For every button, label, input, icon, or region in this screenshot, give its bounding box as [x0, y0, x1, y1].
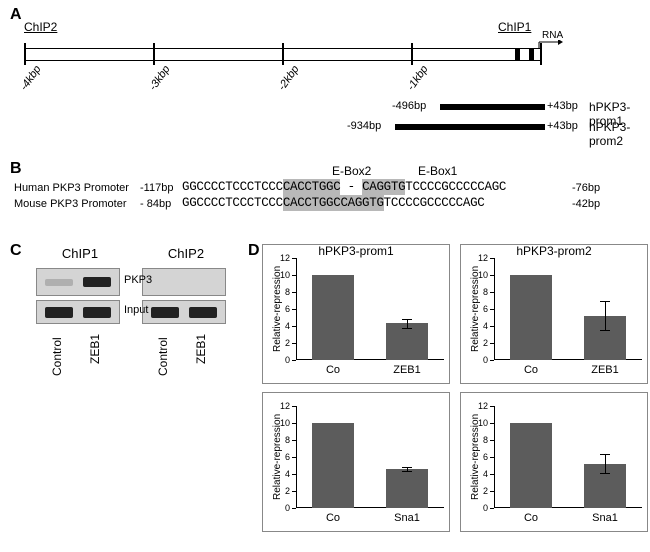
chip2-control-label: Control — [156, 337, 170, 376]
chip1-zeb1-label: ZEB1 — [88, 334, 102, 364]
chip2-input-gel — [142, 300, 226, 324]
fragment-right-pos: +43bp — [547, 120, 578, 132]
y-axis-title: Relative-repression — [272, 414, 283, 500]
bar-chart: hPKP3-prom2024681012Relative-repressionC… — [460, 244, 648, 384]
x-label: Co — [306, 364, 360, 376]
bar — [510, 423, 552, 508]
mouse-left-pos: - 84bp — [140, 198, 171, 210]
x-label: Co — [504, 512, 558, 524]
human-right-pos: -76bp — [572, 182, 600, 194]
x-label: Co — [504, 364, 558, 376]
y-tick-label: 12 — [264, 253, 290, 263]
chip1-control-label: Control — [50, 337, 64, 376]
y-axis-title: Relative-repression — [272, 266, 283, 352]
human-sequence: GGCCCCTCCCTCCCCACCTGGC - CAGGTGTCCCCGCCC… — [182, 180, 506, 194]
chip2-zeb1-label: ZEB1 — [194, 334, 208, 364]
panel-b-label: B — [10, 160, 22, 178]
fragment-bar — [395, 124, 545, 130]
panel-a-label: A — [10, 6, 22, 24]
mouse-sequence: GGCCCCTCCCTCCCCACCTGGCCAGGTGTCCCCGCCCCCA… — [182, 196, 485, 210]
panel-a: A ChIP2 ChIP1 RNA -4kbp-3kbp-2kbp-1kbp -… — [10, 6, 640, 156]
y-tick-label: 0 — [462, 355, 488, 365]
bar-chart: 024681012Relative-repressionCoSna1 — [460, 392, 648, 532]
fragment-right-pos: +43bp — [547, 100, 578, 112]
chip1-gel-group: ChIP1 — [32, 246, 128, 261]
bar — [386, 469, 428, 508]
y-tick-label: 12 — [264, 401, 290, 411]
chip2-region-label: ChIP2 — [24, 20, 57, 34]
kb-label: -2kbp — [276, 63, 302, 92]
kb-label: -4kbp — [18, 63, 44, 92]
x-label: Sna1 — [578, 512, 632, 524]
chip1-title: ChIP1 — [32, 246, 128, 261]
chart-title: hPKP3-prom1 — [262, 244, 450, 258]
chip2-gel-group: ChIP2 — [138, 246, 234, 261]
kb-label: -1kbp — [405, 63, 431, 92]
ebox1-header: E-Box1 — [418, 164, 457, 178]
mouse-right-pos: -42bp — [572, 198, 600, 210]
chip1-pkp3-gel — [36, 268, 120, 296]
bar — [510, 275, 552, 360]
human-promoter-label: Human PKP3 Promoter — [14, 182, 129, 194]
bar — [386, 323, 428, 360]
bar-chart: hPKP3-prom1024681012Relative-repressionC… — [262, 244, 450, 384]
y-axis-title: Relative-repression — [470, 266, 481, 352]
kb-label: -3kbp — [147, 63, 173, 92]
panel-b: B E-Box2 E-Box1 Human PKP3 Promoter Mous… — [10, 160, 640, 230]
panel-c-label: C — [10, 242, 22, 260]
y-axis-title: Relative-repression — [470, 414, 481, 500]
human-left-pos: -117bp — [140, 182, 173, 194]
y-tick-label: 0 — [264, 503, 290, 513]
mouse-promoter-label: Mouse PKP3 Promoter — [14, 198, 127, 210]
fragment-left-pos: -934bp — [347, 120, 381, 132]
y-tick-label: 12 — [462, 401, 488, 411]
fragment-bar — [440, 104, 545, 110]
chip2-title: ChIP2 — [138, 246, 234, 261]
y-tick-label: 0 — [264, 355, 290, 365]
ebox2-header: E-Box2 — [332, 164, 371, 178]
panel-c: C ChIP1 ChIP2 PKP3 Input Control ZEB1 Co… — [10, 242, 240, 532]
chip1-region-label: ChIP1 — [498, 20, 531, 34]
input-side-label: Input — [124, 304, 148, 316]
chip1-input-gel — [36, 300, 120, 324]
pkp3-side-label: PKP3 — [124, 274, 152, 286]
chart-title: hPKP3-prom2 — [460, 244, 648, 258]
x-label: Co — [306, 512, 360, 524]
panel-d: D hPKP3-prom1024681012Relative-repressio… — [248, 242, 648, 542]
x-label: ZEB1 — [578, 364, 632, 376]
bar-chart: 024681012Relative-repressionCoSna1 — [262, 392, 450, 532]
y-tick-label: 0 — [462, 503, 488, 513]
chip2-pkp3-gel — [142, 268, 226, 296]
bar — [312, 275, 354, 360]
x-label: ZEB1 — [380, 364, 434, 376]
bar — [312, 423, 354, 508]
panel-d-label: D — [248, 242, 260, 260]
y-tick-label: 12 — [462, 253, 488, 263]
x-label: Sna1 — [380, 512, 434, 524]
fragment-left-pos: -496bp — [392, 100, 426, 112]
fragment-name: hPKP3-prom2 — [589, 120, 640, 148]
